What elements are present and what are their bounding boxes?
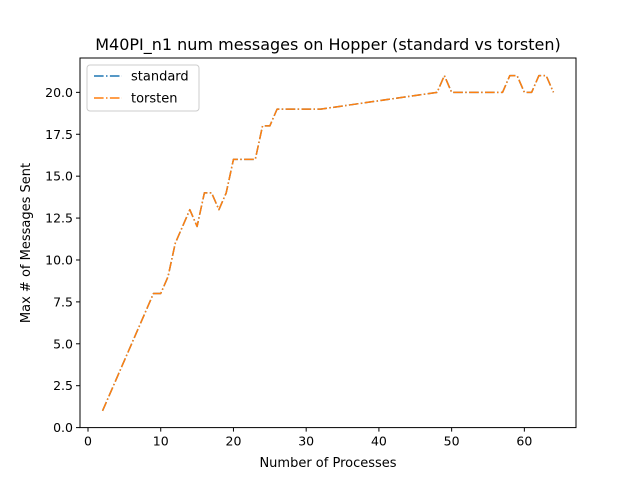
y-tick-label: 0.0 (53, 420, 73, 435)
x-tick-label: 60 (516, 434, 532, 449)
x-axis-label: Number of Processes (259, 456, 396, 471)
x-tick-label: 30 (298, 434, 314, 449)
legend: standard torsten (86, 64, 200, 112)
y-tick-label: 2.5 (53, 378, 73, 393)
y-tick-label: 20.0 (45, 85, 73, 100)
plot-background (80, 58, 576, 428)
legend-label-standard: standard (131, 70, 189, 85)
y-axis-label: Max # of Messages Sent (19, 163, 34, 323)
axes-frame (79, 57, 577, 429)
chart-title: M40PI_n1 num messages on Hopper (standar… (95, 35, 561, 55)
y-axis-ticks: 0.0 2.5 5.0 7.5 10.0 12.5 15.0 17.5 20.0 (45, 85, 80, 435)
series-line-torsten (101, 74, 555, 412)
plot-area (80, 58, 576, 428)
x-tick-label: 40 (371, 434, 387, 449)
y-tick-label: 7.5 (53, 294, 73, 309)
axes-layer (79, 57, 577, 429)
x-axis-ticks: 0 10 20 30 40 50 60 (84, 427, 532, 449)
y-tick-label: 5.0 (53, 336, 73, 351)
x-tick-label: 50 (444, 434, 460, 449)
y-tick-label: 17.5 (45, 127, 73, 142)
y-tick-label: 12.5 (45, 211, 73, 226)
series-layer (101, 74, 555, 412)
legend-label-torsten: torsten (131, 92, 178, 107)
x-tick-label: 20 (226, 434, 242, 449)
x-tick-label: 10 (153, 434, 169, 449)
y-tick-label: 10.0 (45, 252, 73, 267)
y-tick-label: 15.0 (45, 169, 73, 184)
x-tick-label: 0 (84, 434, 92, 449)
